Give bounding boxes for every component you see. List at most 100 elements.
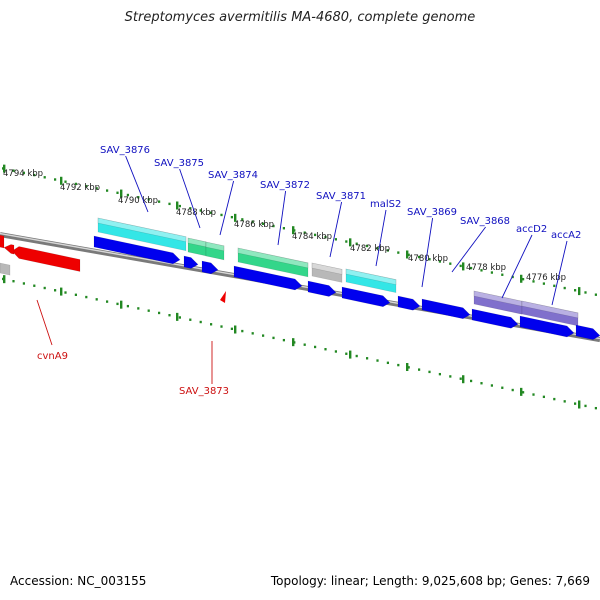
gene-label: SAV_3876 — [100, 145, 150, 156]
scale-dot-lower — [334, 350, 337, 353]
scale-dot — [158, 200, 161, 203]
gene-leader-line — [219, 180, 235, 236]
scale-dot — [178, 204, 181, 208]
forward-cds-arrow — [233, 265, 303, 291]
scale-tick-major — [349, 238, 352, 247]
scale-dot — [251, 220, 254, 223]
scale-dot-lower — [574, 402, 577, 405]
scale-dot-lower — [345, 352, 348, 355]
scale-dot — [428, 258, 431, 261]
scale-dot — [230, 215, 233, 219]
scale-dot — [418, 255, 421, 259]
scale-dot — [459, 264, 462, 268]
scale-dot — [147, 198, 150, 201]
scale-dot — [553, 284, 556, 288]
scale-dot-lower — [241, 329, 244, 333]
scale-dot — [511, 275, 514, 279]
forward-cds-arrow — [575, 324, 600, 340]
scale-dot-lower — [355, 354, 358, 358]
feature-green-shine — [237, 247, 309, 269]
scale-dot-lower — [303, 343, 306, 346]
scale-label: 4778 kbp — [466, 263, 506, 273]
scale-dot-lower — [480, 382, 483, 385]
feature-cyan — [345, 268, 397, 294]
scale-dot — [334, 238, 337, 241]
scale-dot — [85, 184, 88, 188]
scale-dot-lower — [418, 368, 421, 371]
scale-dot-lower — [407, 366, 410, 369]
gene-leader-line — [501, 234, 533, 299]
scale-dot-lower — [594, 406, 597, 410]
scale-dot-lower — [272, 336, 275, 340]
scale-dot-lower — [470, 379, 473, 383]
scale-dot — [137, 196, 140, 199]
feature-purple-shine — [521, 300, 579, 319]
gene-leader-line — [421, 217, 434, 288]
scale-dot-lower — [64, 291, 67, 294]
scale-tick-major — [292, 226, 295, 235]
scale-dot — [355, 242, 358, 245]
gene-label: accA2 — [551, 230, 581, 241]
scale-tick-major — [234, 213, 237, 222]
gene-label: SAV_3874 — [208, 170, 258, 181]
forward-cds-arrow — [341, 286, 391, 308]
gene-leader-line — [277, 190, 287, 246]
scale-dot-lower — [324, 348, 327, 351]
scale-label: 4794 kbp — [3, 169, 43, 179]
scale-dot-lower — [126, 304, 129, 308]
gene-leader-line — [125, 155, 149, 213]
scale-dot — [522, 277, 525, 281]
scale-dot — [54, 178, 57, 181]
scale-tick-major — [520, 274, 523, 283]
scale-tick-major-lower — [3, 275, 6, 284]
scale-dot-lower — [511, 388, 514, 392]
scale-dot-lower — [542, 395, 545, 399]
scale-tick-major-lower — [176, 312, 179, 321]
scale-dot — [126, 193, 129, 197]
scale-dot-lower — [199, 320, 202, 324]
scale-tick-major-lower — [349, 350, 352, 359]
scale-dot-lower — [522, 391, 525, 394]
forward-cds-arrow — [519, 315, 575, 338]
scale-dot — [106, 189, 109, 192]
scale-dot — [397, 251, 400, 254]
scale-dot — [501, 273, 504, 276]
scale-dot — [376, 246, 379, 250]
forward-cds-arrow — [471, 308, 519, 329]
scale-dot — [95, 187, 98, 190]
reverse-cds-arrow — [11, 246, 81, 272]
scale-dot — [314, 233, 317, 237]
scale-tick-major-lower — [520, 387, 523, 396]
scale-dot-lower — [178, 316, 181, 319]
scale-dot — [43, 176, 46, 179]
scale-dot — [272, 224, 275, 228]
gene-label: SAV_3868 — [460, 216, 510, 227]
scale-dot — [33, 173, 36, 177]
forward-cds-arrow — [201, 260, 219, 275]
scale-dot-lower — [386, 361, 389, 365]
scale-dot — [189, 207, 192, 210]
scale-tick-major — [60, 176, 63, 185]
feature-purple — [473, 290, 523, 315]
scale-label: 4784 kbp — [292, 232, 332, 242]
gene-leader-line — [375, 209, 387, 267]
scale-dot — [210, 211, 213, 214]
gene-label: cvnA9 — [37, 351, 68, 362]
scale-dot — [241, 218, 244, 221]
scale-dot-lower — [12, 280, 15, 283]
scale-dot — [282, 227, 285, 230]
feature-grey — [311, 262, 343, 283]
scale-label: 4792 kbp — [60, 183, 100, 193]
scale-tick-major — [406, 250, 409, 259]
scale-dot-lower — [532, 393, 535, 396]
forward-cds-arrow — [397, 295, 421, 311]
scale-dot — [74, 182, 77, 186]
gene-label: SAV_3869 — [407, 207, 457, 218]
scale-dot — [303, 231, 306, 234]
scale-dot — [64, 180, 67, 183]
scale-dot-lower — [43, 286, 46, 290]
scale-dot-lower — [106, 300, 109, 303]
scale-label: 4788 kbp — [176, 208, 216, 218]
gene-label: malS2 — [370, 199, 401, 210]
